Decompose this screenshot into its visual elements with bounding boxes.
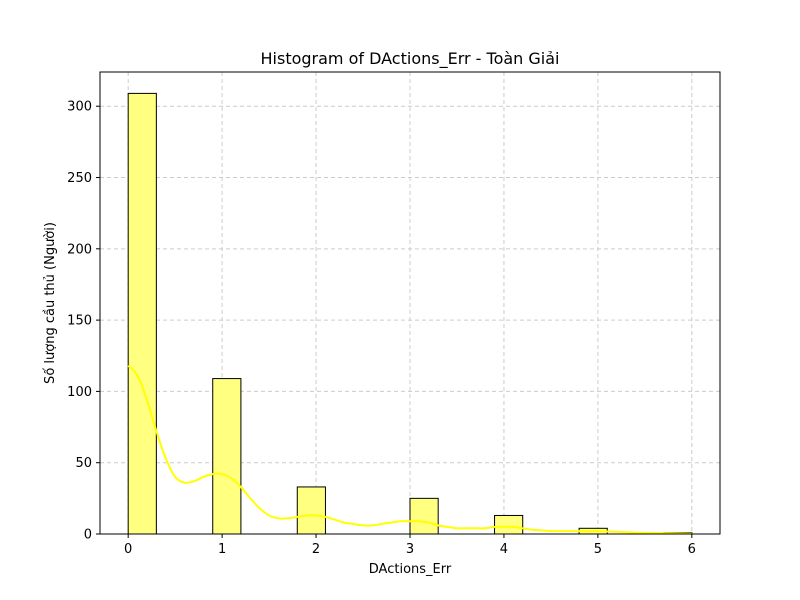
x-tick-label: 2	[312, 542, 320, 557]
histogram-bar	[212, 378, 242, 535]
y-tick-label: 150	[67, 314, 92, 329]
y-tick-label: 0	[84, 528, 92, 543]
x-tick-label: 1	[218, 542, 226, 557]
axis-ticks: 0 1 2 3 4 5 6 0 50 100 150 200 250 300	[67, 100, 696, 557]
x-tick-label: 4	[500, 542, 508, 557]
kde-curve	[127, 364, 692, 535]
y-tick-label: 50	[75, 456, 92, 471]
histogram-bar	[296, 486, 326, 535]
y-tick-label: 200	[67, 242, 92, 257]
y-tick-label: 100	[67, 385, 92, 400]
x-tick-label: 5	[594, 542, 602, 557]
y-axis-label: Số lượng cầu thủ (Người)	[43, 222, 58, 384]
x-tick-label: 6	[688, 542, 696, 557]
chart-title: Histogram of DActions_Err - Toàn Giải	[261, 49, 560, 69]
histogram-bar	[409, 497, 439, 535]
kde-curve-group	[127, 364, 692, 535]
histogram-bar	[127, 92, 157, 535]
y-tick-label: 300	[67, 100, 92, 115]
grid-lines	[100, 72, 720, 535]
x-tick-label: 0	[124, 542, 132, 557]
x-axis-label: DActions_Err	[369, 562, 452, 577]
plot-frame	[99, 71, 721, 535]
histogram-bar	[494, 514, 524, 535]
x-tick-label: 3	[406, 542, 414, 557]
y-tick-label: 250	[67, 171, 92, 186]
